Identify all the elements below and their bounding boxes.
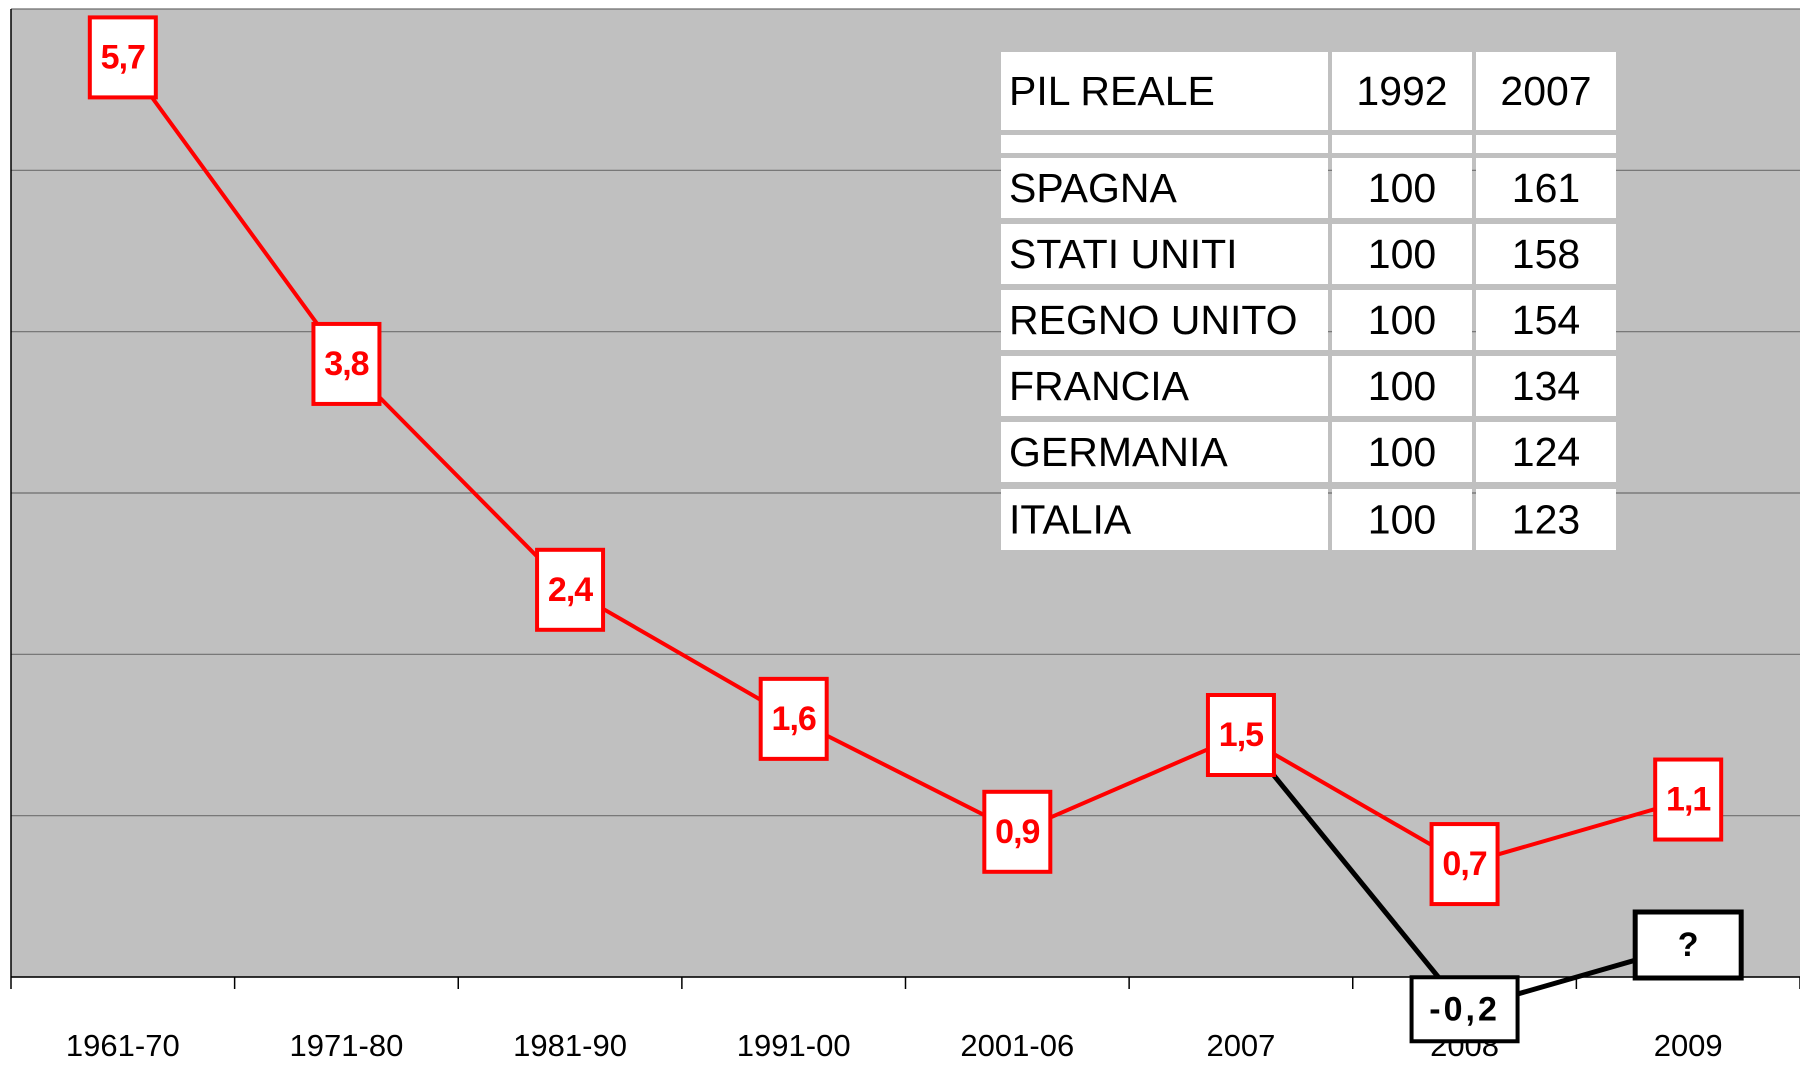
table-row-label: PIL REALE xyxy=(1009,68,1215,114)
table-cell xyxy=(1476,52,1616,130)
annotation-box xyxy=(1632,909,1744,981)
table-cell xyxy=(1476,489,1616,550)
table-cell-text: 161 xyxy=(1512,165,1580,211)
value-label-box xyxy=(311,321,382,406)
table-row-label: STATI UNITI xyxy=(1009,231,1238,277)
value-label-box xyxy=(535,547,606,632)
table-cell-text: 100 xyxy=(1368,231,1436,277)
value-label-box xyxy=(1205,693,1276,777)
x-tick-label: 2009 xyxy=(1654,1028,1723,1063)
table-cell xyxy=(1001,422,1328,482)
x-tick-label: 1971-80 xyxy=(290,1028,404,1063)
table-row-label: SPAGNA xyxy=(1009,165,1177,211)
value-label: 0,9 xyxy=(995,813,1039,851)
table-cell-text: 154 xyxy=(1512,297,1580,343)
table-cell xyxy=(1001,52,1328,130)
annotation: ? xyxy=(1678,926,1699,964)
table-cell-text: 100 xyxy=(1368,496,1436,542)
series-line xyxy=(1238,733,1467,1011)
table-cell xyxy=(1001,224,1328,284)
table-cell-text: 100 xyxy=(1368,165,1436,211)
table-cell-text: 100 xyxy=(1368,297,1436,343)
table-cell xyxy=(1001,135,1328,153)
value-label-box xyxy=(1653,757,1724,842)
value-label-box xyxy=(982,789,1053,874)
table-row-label: GERMANIA xyxy=(1009,429,1228,475)
value-label-box xyxy=(758,676,829,761)
table-cell xyxy=(1332,158,1472,218)
table-cell xyxy=(1476,422,1616,482)
value-label-box xyxy=(1409,975,1520,1044)
data-table: PIL REALE 1992 2007 SPAGNA 100 161 STATI UNITI… xyxy=(1001,52,1616,550)
table-cell xyxy=(1332,290,1472,350)
table-cell-text: 100 xyxy=(1368,363,1436,409)
value-label: 1,5 xyxy=(1219,716,1263,754)
x-tick-label: 1991-00 xyxy=(737,1028,851,1063)
table-cell xyxy=(1332,224,1472,284)
value-label: 0,7 xyxy=(1442,845,1486,883)
value-label-box xyxy=(1429,822,1500,907)
table-cell xyxy=(1001,356,1328,416)
value-label: 3,8 xyxy=(324,345,368,383)
table-cell xyxy=(1476,158,1616,218)
value-label: -0,2 xyxy=(1429,990,1500,1028)
table-cell xyxy=(1332,135,1472,153)
value-label: 1,6 xyxy=(772,700,816,738)
x-tick-label: 1981-90 xyxy=(513,1028,627,1063)
table-cell-text: 134 xyxy=(1512,363,1580,409)
table-cell-text: 100 xyxy=(1368,429,1436,475)
table-cell-text: 2007 xyxy=(1500,68,1591,114)
table-cell xyxy=(1476,356,1616,416)
value-label: 1,1 xyxy=(1666,781,1710,819)
value-label: 2,4 xyxy=(548,571,593,609)
x-tick-label: 1961-70 xyxy=(66,1028,180,1063)
table-cell-text: 123 xyxy=(1512,496,1580,542)
table-cell xyxy=(1476,290,1616,350)
table-cell xyxy=(1476,224,1616,284)
table-cell xyxy=(1332,356,1472,416)
table-row-label: REGNO UNITO xyxy=(1009,297,1298,343)
table-row-label: ITALIA xyxy=(1009,496,1132,542)
table-cell xyxy=(1476,135,1616,153)
table-cell xyxy=(1001,158,1328,218)
table-cell xyxy=(1001,489,1328,550)
table-cell-text: 124 xyxy=(1512,429,1580,475)
table-cell xyxy=(1001,290,1328,350)
table-cell xyxy=(1332,489,1472,550)
x-tick-label: 2007 xyxy=(1206,1028,1275,1063)
table-row-label: FRANCIA xyxy=(1009,363,1190,409)
table-cell-text: 158 xyxy=(1512,231,1580,277)
value-label-box xyxy=(87,15,158,100)
table-cell-text: 1992 xyxy=(1356,68,1447,114)
series-line xyxy=(121,56,1689,867)
table-cell xyxy=(1332,52,1472,130)
x-tick-label: 2001-06 xyxy=(960,1028,1074,1063)
table-cell xyxy=(1332,422,1472,482)
value-label: 5,7 xyxy=(101,38,145,76)
